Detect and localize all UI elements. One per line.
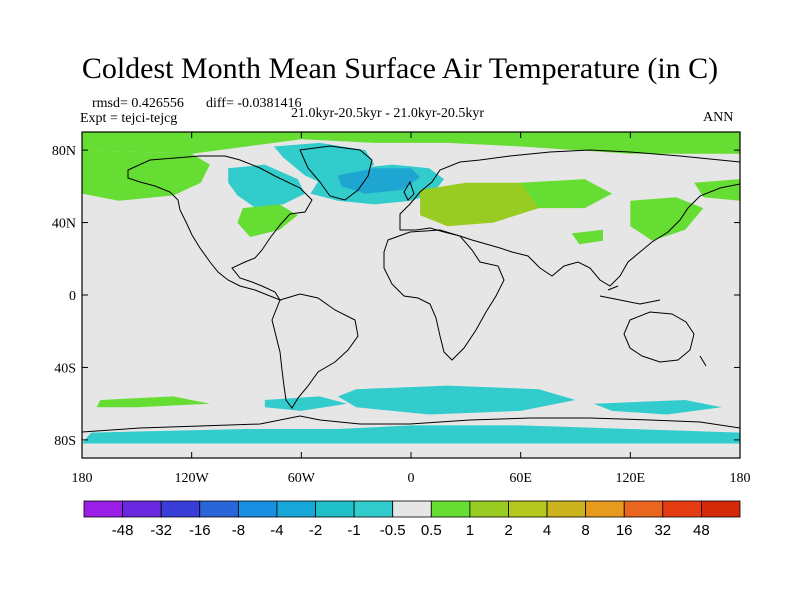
coast-antarctica [82,415,740,433]
lat-tick-label: 80N [52,144,76,159]
region-southern-ocean-positive [96,396,210,408]
lon-tick-label: 180 [72,471,93,486]
coast-eurasia [399,149,740,287]
colorbar-swatch [585,500,625,518]
coast-islands [599,285,707,367]
region-southern-ocean-negative-a [337,385,576,415]
region-arctic-positive [82,132,740,154]
region-west-asia-positive [520,179,613,209]
colorbar-swatch [353,500,394,518]
colorbar-swatch [315,500,355,518]
region-central-asia-positive [571,229,603,245]
coast-australia [623,311,695,363]
lon-tick-label: 120E [616,471,646,486]
region-southern-ocean-negative-b [264,396,347,411]
colorbar-swatch [623,500,664,518]
colorbar-swatch [430,500,471,518]
figure-title: Coldest Month Mean Surface Air Temperatu… [81,52,719,85]
region-canada-negative [228,164,305,209]
lon-tick-label: 120W [175,471,210,486]
region-kamchatka-positive [694,179,740,201]
lon-tick-label: 60W [288,471,316,486]
experiment-label: Expt = tejci-tejcg [80,111,178,126]
coast-south-america [271,293,359,409]
colorbar-level-label: -1 [347,522,360,539]
region-southern-ocean-negative-d [82,425,740,444]
colorbar-level-label: 8 [581,522,589,539]
colorbar-level-label: 2 [504,522,512,539]
colorbar: -48 -32 -16 -8 -4 -2 -1 -0.5 0.5 1 2 4 8 16 32 48 [83,500,741,539]
lon-tick-label: 60E [509,471,532,486]
colorbar-level-label: -2 [309,522,322,539]
colorbar-level-label: -4 [270,522,283,539]
region-southern-ocean-negative-c [593,400,722,415]
lat-tick-label: 40S [54,361,76,376]
colorbar-level-label: 16 [616,522,633,539]
colorbar-level-label: -0.5 [380,522,406,539]
colorbar-swatch [508,500,548,518]
coast-british-isles [403,180,415,201]
lat-tick-label: 0 [69,289,76,304]
colorbar-level-label: 0.5 [421,522,442,539]
colorbar-swatch [469,500,509,518]
region-east-asia-positive [630,197,704,241]
colorbar-swatch [392,500,432,518]
colorbar-swatch [83,500,123,518]
diff-label: diff= -0.0381416 [206,96,302,111]
region-north-america-high-positive [82,150,210,201]
colorbar-level-label: 32 [654,522,671,539]
colorbar-level-label: 4 [543,522,551,539]
period-label: 21.0kyr-20.5kyr - 21.0kyr-20.5kyr [291,106,485,121]
colorbar-level-label: -8 [232,522,245,539]
lon-tick-label: 0 [408,471,415,486]
colorbar-level-label: 1 [466,522,474,539]
axis-ticks: 80N 40N 0 40S 80S 180 120W 60W 0 60E 120E 180 [52,132,751,486]
colorbar-swatch [662,500,702,518]
colorbar-swatch [546,500,587,518]
lat-tick-label: 80S [54,434,76,449]
anomaly-regions [82,132,740,444]
lon-tick-label: 180 [730,471,751,486]
lat-tick-label: 40N [52,217,76,232]
colorbar-level-label: -32 [150,522,172,539]
colorbar-swatch [160,500,201,518]
colorbar-level-label: -48 [112,522,134,539]
coast-north-america [127,155,313,302]
coast-africa [383,229,505,361]
region-eastern-us-positive [237,204,298,237]
colorbar-level-label: 48 [693,522,710,539]
coast-greenland [299,145,373,201]
colorbar-swatch [122,500,162,518]
colorbar-level-label: -16 [189,522,211,539]
colorbar-swatch [237,500,278,518]
colorbar-swatch [276,500,316,518]
colorbar-swatch [199,500,239,518]
season-label: ANN [703,110,734,125]
rmsd-label: rmsd= 0.426556 [92,96,184,111]
region-norwegian-sea-stronger-negative [337,168,421,194]
colorbar-swatch [701,500,741,518]
coastlines [82,145,740,433]
region-europe-positive [420,182,558,227]
